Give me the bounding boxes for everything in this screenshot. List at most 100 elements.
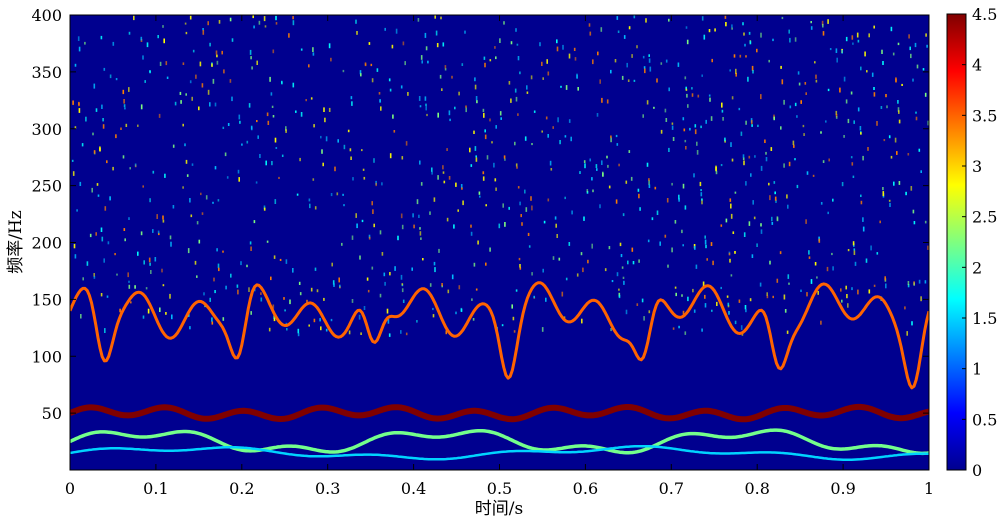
spectral-speck bbox=[405, 141, 408, 146]
spectral-speck bbox=[163, 38, 165, 44]
spectral-speck bbox=[381, 182, 383, 186]
spectral-speck bbox=[253, 25, 255, 29]
x-tick-label: 0.5 bbox=[487, 479, 512, 498]
spectral-speck bbox=[618, 288, 620, 291]
spectral-speck bbox=[511, 304, 513, 309]
spectral-speck bbox=[769, 195, 771, 201]
spectral-speck bbox=[648, 184, 651, 188]
spectral-speck bbox=[429, 211, 431, 215]
spectral-speck bbox=[789, 105, 792, 109]
spectral-speck bbox=[604, 268, 607, 272]
spectral-speck bbox=[359, 70, 362, 75]
spectral-speck bbox=[271, 105, 274, 108]
spectral-speck bbox=[927, 120, 929, 126]
spectral-speck bbox=[288, 33, 290, 38]
spectral-speck bbox=[675, 292, 677, 297]
spectral-speck bbox=[610, 137, 612, 143]
spectral-speck bbox=[451, 274, 454, 280]
spectral-speck bbox=[200, 192, 202, 196]
spectral-speck bbox=[722, 117, 724, 121]
spectral-speck bbox=[448, 110, 451, 116]
spectral-speck bbox=[524, 189, 526, 194]
spectral-speck bbox=[371, 266, 374, 270]
spectral-speck bbox=[748, 221, 751, 226]
spectral-speck bbox=[730, 274, 733, 277]
spectral-speck bbox=[273, 314, 275, 319]
spectral-speck bbox=[519, 267, 522, 270]
spectral-speck bbox=[691, 87, 693, 90]
spectral-speck bbox=[102, 118, 104, 122]
spectral-speck bbox=[660, 62, 663, 65]
spectral-speck bbox=[843, 76, 846, 82]
spectral-speck bbox=[922, 68, 925, 71]
spectral-speck bbox=[211, 63, 213, 67]
spectral-speck bbox=[770, 147, 773, 151]
spectral-speck bbox=[700, 192, 703, 197]
spectral-speck bbox=[867, 147, 869, 151]
spectral-speck bbox=[892, 52, 895, 56]
spectral-speck bbox=[165, 312, 167, 315]
spectral-speck bbox=[350, 156, 352, 160]
spectral-speck bbox=[628, 26, 631, 30]
spectral-speck bbox=[260, 292, 262, 295]
spectral-speck bbox=[871, 72, 874, 77]
spectral-speck bbox=[494, 46, 496, 49]
spectral-speck bbox=[835, 48, 838, 53]
spectral-speck bbox=[808, 250, 810, 255]
spectral-speck bbox=[285, 126, 287, 131]
spectral-speck bbox=[483, 56, 486, 60]
spectral-speck bbox=[207, 21, 209, 26]
spectral-speck bbox=[556, 46, 559, 52]
spectral-speck bbox=[109, 74, 112, 79]
spectral-speck bbox=[745, 55, 747, 58]
spectral-speck bbox=[646, 100, 649, 105]
spectral-speck bbox=[821, 20, 824, 26]
spectral-speck bbox=[489, 59, 492, 62]
spectral-speck bbox=[674, 286, 677, 289]
spectral-speck bbox=[72, 100, 74, 105]
spectral-speck bbox=[420, 55, 423, 60]
spectral-speck bbox=[99, 146, 101, 151]
spectral-speck bbox=[687, 296, 689, 302]
spectral-speck bbox=[841, 182, 844, 187]
spectral-speck bbox=[751, 124, 753, 127]
spectral-speck bbox=[541, 61, 543, 66]
spectral-speck bbox=[888, 135, 891, 139]
spectral-speck bbox=[794, 158, 796, 161]
spectral-speck bbox=[246, 264, 248, 268]
spectral-speck bbox=[330, 193, 333, 197]
spectral-speck bbox=[370, 63, 373, 67]
spectral-speck bbox=[769, 260, 771, 265]
spectral-speck bbox=[597, 51, 599, 56]
spectral-speck bbox=[140, 104, 143, 110]
spectral-speck bbox=[272, 49, 275, 54]
spectral-speck bbox=[832, 198, 834, 202]
spectral-speck bbox=[263, 207, 266, 211]
spectral-speck bbox=[787, 204, 789, 209]
spectral-speck bbox=[812, 174, 815, 177]
spectral-speck bbox=[209, 102, 211, 107]
spectral-speck bbox=[660, 129, 663, 134]
spectral-speck bbox=[721, 102, 723, 108]
spectral-speck bbox=[484, 134, 487, 140]
spectral-speck bbox=[918, 148, 921, 152]
spectral-speck bbox=[434, 15, 436, 19]
spectral-speck bbox=[740, 131, 743, 136]
spectral-speck bbox=[444, 65, 447, 69]
spectral-speck bbox=[180, 100, 182, 104]
spectral-speck bbox=[665, 118, 668, 122]
spectral-speck bbox=[420, 237, 422, 240]
spectral-speck bbox=[166, 76, 169, 79]
spectral-speck bbox=[342, 193, 344, 196]
spectral-speck bbox=[195, 74, 197, 79]
spectral-speck bbox=[568, 242, 571, 246]
spectral-speck bbox=[184, 143, 186, 147]
spectral-speck bbox=[674, 220, 677, 224]
spectral-speck bbox=[154, 257, 157, 262]
spectral-speck bbox=[700, 189, 702, 192]
y-tick-label: 100 bbox=[31, 347, 62, 366]
spectral-speck bbox=[730, 142, 732, 147]
spectral-speck bbox=[112, 166, 114, 171]
ridge-line bbox=[70, 444, 929, 461]
